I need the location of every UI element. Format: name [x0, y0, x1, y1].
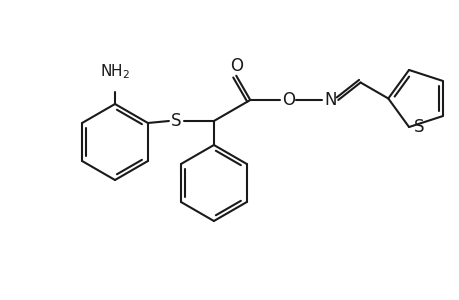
- Text: NH$_2$: NH$_2$: [100, 62, 130, 81]
- Text: N: N: [323, 91, 336, 109]
- Text: O: O: [281, 91, 294, 109]
- Text: S: S: [170, 112, 181, 130]
- Text: O: O: [230, 57, 242, 75]
- Text: S: S: [413, 118, 424, 136]
